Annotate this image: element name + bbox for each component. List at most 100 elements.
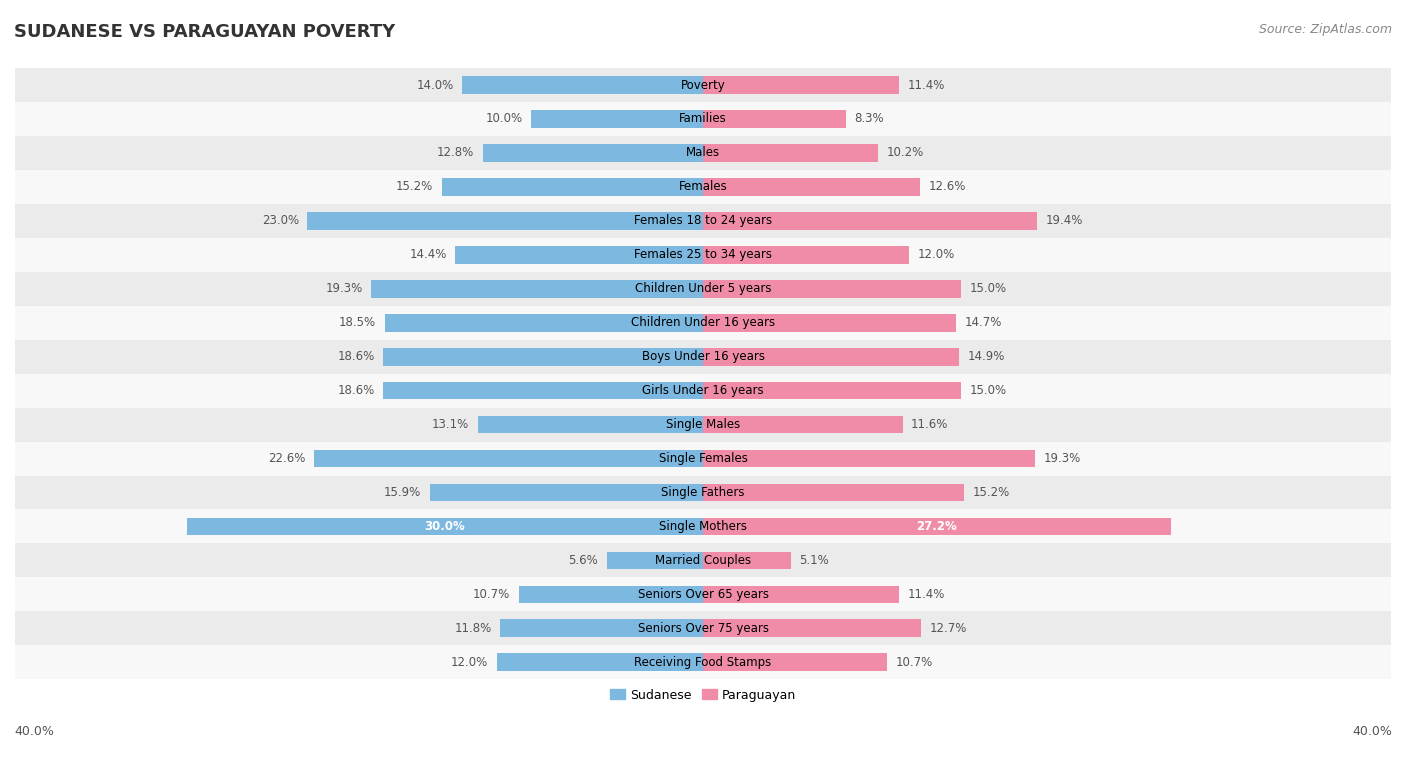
Text: Females 25 to 34 years: Females 25 to 34 years (634, 249, 772, 262)
Bar (703, 178, 920, 196)
Text: 40.0%: 40.0% (14, 725, 53, 738)
Text: 5.6%: 5.6% (568, 554, 598, 567)
Bar (478, 415, 703, 434)
Text: 14.7%: 14.7% (965, 316, 1002, 329)
Text: 10.7%: 10.7% (472, 588, 510, 601)
Bar (15, 238, 1391, 272)
Text: Children Under 5 years: Children Under 5 years (634, 282, 772, 296)
Bar (463, 77, 703, 94)
Text: 11.4%: 11.4% (908, 588, 945, 601)
Bar (606, 552, 703, 569)
Bar (441, 178, 703, 196)
Bar (703, 110, 846, 128)
Text: 10.7%: 10.7% (896, 656, 934, 669)
Text: 12.0%: 12.0% (918, 249, 955, 262)
Bar (482, 144, 703, 161)
Text: 11.4%: 11.4% (908, 79, 945, 92)
Text: 18.6%: 18.6% (337, 350, 374, 363)
Bar (15, 442, 1391, 475)
Bar (703, 449, 1035, 468)
Bar (15, 170, 1391, 204)
Bar (703, 212, 1036, 230)
Text: 5.1%: 5.1% (800, 554, 830, 567)
Text: 11.8%: 11.8% (454, 622, 492, 634)
Bar (501, 619, 703, 637)
Bar (703, 246, 910, 264)
Text: 12.0%: 12.0% (451, 656, 488, 669)
Text: 19.3%: 19.3% (1043, 452, 1081, 465)
Text: Families: Families (679, 112, 727, 126)
Text: 23.0%: 23.0% (262, 215, 299, 227)
Text: 15.0%: 15.0% (970, 282, 1007, 296)
Bar (15, 272, 1391, 305)
Bar (703, 144, 879, 161)
Text: 27.2%: 27.2% (917, 520, 957, 533)
Text: 14.9%: 14.9% (967, 350, 1005, 363)
Legend: Sudanese, Paraguayan: Sudanese, Paraguayan (605, 684, 801, 706)
Bar (15, 102, 1391, 136)
Text: 13.1%: 13.1% (432, 418, 470, 431)
Text: 40.0%: 40.0% (1353, 725, 1392, 738)
Text: 14.0%: 14.0% (416, 79, 454, 92)
Text: Girls Under 16 years: Girls Under 16 years (643, 384, 763, 397)
Bar (703, 280, 960, 298)
Bar (15, 475, 1391, 509)
Text: Receiving Food Stamps: Receiving Food Stamps (634, 656, 772, 669)
Bar (703, 585, 898, 603)
Text: SUDANESE VS PARAGUAYAN POVERTY: SUDANESE VS PARAGUAYAN POVERTY (14, 23, 395, 41)
Bar (15, 645, 1391, 679)
Bar (385, 314, 703, 331)
Bar (315, 449, 703, 468)
Bar (703, 77, 898, 94)
Text: 12.6%: 12.6% (928, 180, 966, 193)
Bar (15, 204, 1391, 238)
Text: 12.8%: 12.8% (437, 146, 474, 159)
Bar (703, 415, 903, 434)
Text: Single Males: Single Males (666, 418, 740, 431)
Bar (703, 552, 790, 569)
Text: 19.3%: 19.3% (325, 282, 363, 296)
Text: 12.7%: 12.7% (929, 622, 967, 634)
Text: Males: Males (686, 146, 720, 159)
Text: Single Females: Single Females (658, 452, 748, 465)
Text: 15.2%: 15.2% (395, 180, 433, 193)
Bar (15, 374, 1391, 408)
Bar (15, 68, 1391, 102)
Bar (703, 518, 1171, 535)
Bar (15, 578, 1391, 612)
Bar (429, 484, 703, 501)
Text: 19.4%: 19.4% (1045, 215, 1083, 227)
Text: Married Couples: Married Couples (655, 554, 751, 567)
Text: Source: ZipAtlas.com: Source: ZipAtlas.com (1258, 23, 1392, 36)
Bar (308, 212, 703, 230)
Bar (15, 612, 1391, 645)
Text: Children Under 16 years: Children Under 16 years (631, 316, 775, 329)
Text: Single Fathers: Single Fathers (661, 486, 745, 499)
Text: 18.6%: 18.6% (337, 384, 374, 397)
Bar (496, 653, 703, 671)
Bar (703, 653, 887, 671)
Text: 15.2%: 15.2% (973, 486, 1011, 499)
Text: Single Mothers: Single Mothers (659, 520, 747, 533)
Text: Females: Females (679, 180, 727, 193)
Bar (703, 382, 960, 399)
Bar (519, 585, 703, 603)
Text: Poverty: Poverty (681, 79, 725, 92)
Bar (456, 246, 703, 264)
Text: 8.3%: 8.3% (855, 112, 884, 126)
Bar (15, 136, 1391, 170)
Text: 15.9%: 15.9% (384, 486, 420, 499)
Text: Boys Under 16 years: Boys Under 16 years (641, 350, 765, 363)
Bar (703, 314, 956, 331)
Bar (531, 110, 703, 128)
Text: 18.5%: 18.5% (339, 316, 377, 329)
Text: 22.6%: 22.6% (269, 452, 305, 465)
Bar (703, 348, 959, 365)
Bar (15, 340, 1391, 374)
Bar (382, 348, 703, 365)
Text: 10.0%: 10.0% (485, 112, 523, 126)
Bar (703, 484, 965, 501)
Text: Seniors Over 75 years: Seniors Over 75 years (637, 622, 769, 634)
Bar (15, 305, 1391, 340)
Text: Females 18 to 24 years: Females 18 to 24 years (634, 215, 772, 227)
